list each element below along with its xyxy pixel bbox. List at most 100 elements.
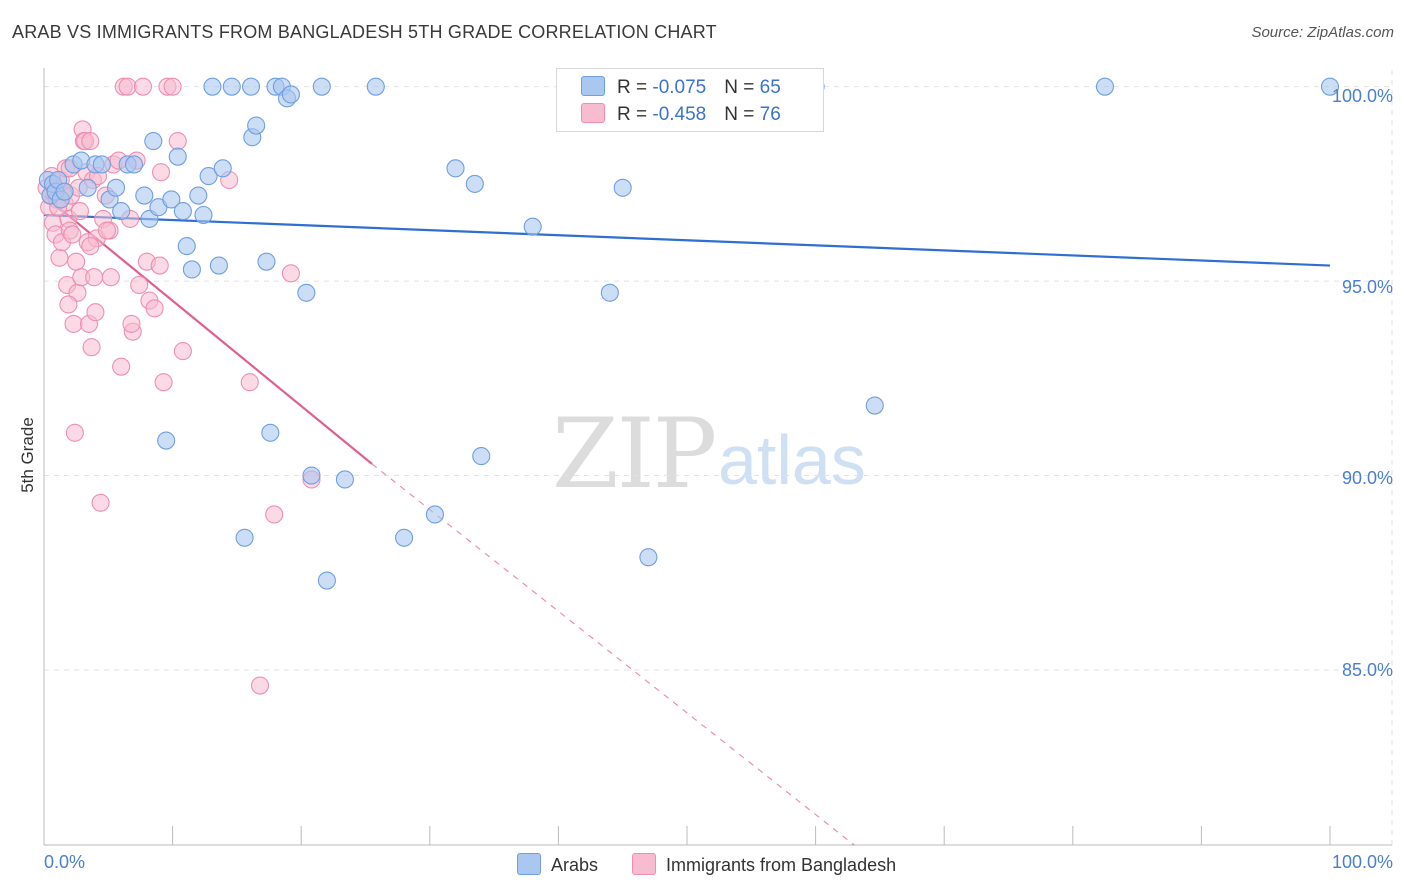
data-point-arabs <box>135 186 154 205</box>
trend-lines <box>43 194 1331 846</box>
data-point-arabs <box>1095 77 1114 96</box>
data-point-arabs <box>523 217 542 236</box>
data-point-arabs <box>446 159 465 178</box>
data-point-arabs <box>317 571 336 590</box>
data-point-bangladesh <box>101 268 120 287</box>
legend-n-value: 76 <box>759 104 781 125</box>
data-point-bangladesh <box>64 314 83 333</box>
data-point-bangladesh <box>151 163 171 182</box>
stats-legend: R = -0.075 N = 65 R = -0.458 N = 76 <box>556 68 824 132</box>
watermark-zip: ZIP <box>552 398 717 510</box>
x-tick-label-max: 100.0% <box>1331 852 1393 872</box>
data-point-bangladesh <box>145 299 164 318</box>
chart-title: ARAB VS IMMIGRANTS FROM BANGLADESH 5TH G… <box>12 22 717 42</box>
data-point-bangladesh <box>70 202 90 221</box>
axes <box>43 68 1392 846</box>
data-point-arabs <box>92 155 111 174</box>
data-point-arabs <box>865 396 884 415</box>
arabs-swatch <box>581 76 605 96</box>
data-point-arabs <box>199 167 218 186</box>
data-point-arabs <box>302 466 321 485</box>
data-point-arabs <box>312 77 331 96</box>
data-point-arabs <box>222 77 241 96</box>
data-point-bangladesh <box>240 373 259 392</box>
data-point-arabs <box>189 186 208 205</box>
y-tick-label: 100.0% <box>1331 86 1393 106</box>
data-point-bangladesh <box>133 77 153 96</box>
legend-r-label: R = <box>617 77 653 98</box>
data-point-arabs <box>173 202 192 221</box>
data-point-arabs <box>1320 77 1340 96</box>
bangladesh-swatch <box>581 103 605 123</box>
legend-r-value: -0.458 <box>652 104 707 125</box>
data-point-arabs <box>281 85 300 104</box>
data-point-arabs <box>177 237 196 256</box>
data-point-arabs <box>425 505 444 524</box>
data-point-bangladesh <box>154 373 173 392</box>
y-tick-label: 85.0% <box>1341 660 1393 680</box>
data-point-arabs <box>78 178 97 197</box>
trend-line-arabs <box>43 213 1331 267</box>
y-tick-label: 90.0% <box>1341 468 1393 488</box>
data-point-arabs <box>465 174 484 193</box>
data-point-bangladesh <box>82 338 101 357</box>
data-point-bangladesh <box>85 268 104 287</box>
trend-line-bangladesh-extension <box>371 463 855 846</box>
data-point-bangladesh <box>50 248 69 267</box>
data-point-arabs <box>472 447 491 466</box>
data-point-bangladesh <box>65 423 84 442</box>
data-point-bangladesh <box>86 303 105 322</box>
data-point-arabs <box>112 202 131 221</box>
data-point-bangladesh <box>163 77 182 96</box>
data-point-arabs <box>241 77 261 96</box>
legend-row-arabs: R = -0.075 N = 65 <box>581 76 781 99</box>
data-point-bangladesh <box>168 132 187 151</box>
data-point-bangladesh <box>250 676 270 695</box>
data-point-arabs <box>168 147 187 166</box>
data-point-arabs <box>366 77 385 96</box>
data-point-bangladesh <box>112 357 131 376</box>
data-point-arabs <box>297 283 316 302</box>
data-point-arabs <box>257 252 276 271</box>
legend-r-value: -0.075 <box>652 77 707 98</box>
data-point-bangladesh <box>63 225 82 244</box>
data-point-arabs <box>209 256 228 275</box>
data-point-bangladesh <box>81 132 100 151</box>
data-point-arabs <box>194 205 213 225</box>
data-point-bangladesh <box>118 77 137 96</box>
data-point-bangladesh <box>67 252 86 271</box>
data-point-arabs <box>182 260 201 279</box>
data-point-bangladesh <box>97 221 117 240</box>
data-point-arabs <box>124 155 144 174</box>
data-point-arabs <box>395 528 414 547</box>
legend-r-label: R = <box>617 104 653 125</box>
data-point-arabs <box>203 77 222 96</box>
legend-label-arabs: Arabs <box>551 855 599 875</box>
watermark-atlas: atlas <box>718 421 866 499</box>
series-arabs-points <box>38 77 1340 590</box>
data-point-arabs <box>55 182 74 201</box>
data-point-bangladesh <box>173 342 192 361</box>
data-point-bangladesh <box>91 493 110 512</box>
data-point-arabs <box>162 190 181 209</box>
legend-item-arabs[interactable]: Arabs <box>517 853 598 876</box>
legend-row-bangladesh: R = -0.458 N = 76 <box>581 103 781 126</box>
grid-lines <box>44 70 1393 845</box>
legend-n-label: N = <box>724 104 760 125</box>
data-point-bangladesh <box>130 275 149 295</box>
data-point-arabs <box>106 178 126 197</box>
data-point-bangladesh <box>122 314 141 333</box>
y-axis-label: 5th Grade <box>18 417 37 493</box>
legend-item-bangladesh[interactable]: Immigrants from Bangladesh <box>632 853 896 876</box>
data-point-bangladesh <box>265 505 284 524</box>
data-point-arabs <box>613 178 632 197</box>
data-point-bangladesh <box>81 237 100 256</box>
source-label: Source: ZipAtlas.com <box>1251 24 1394 41</box>
x-tick-label-min: 0.0% <box>44 852 86 872</box>
data-point-bangladesh <box>59 295 78 314</box>
data-point-arabs <box>144 132 163 151</box>
data-point-arabs <box>639 548 658 567</box>
legend-n-label: N = <box>724 77 760 98</box>
bangladesh-swatch <box>632 853 656 875</box>
